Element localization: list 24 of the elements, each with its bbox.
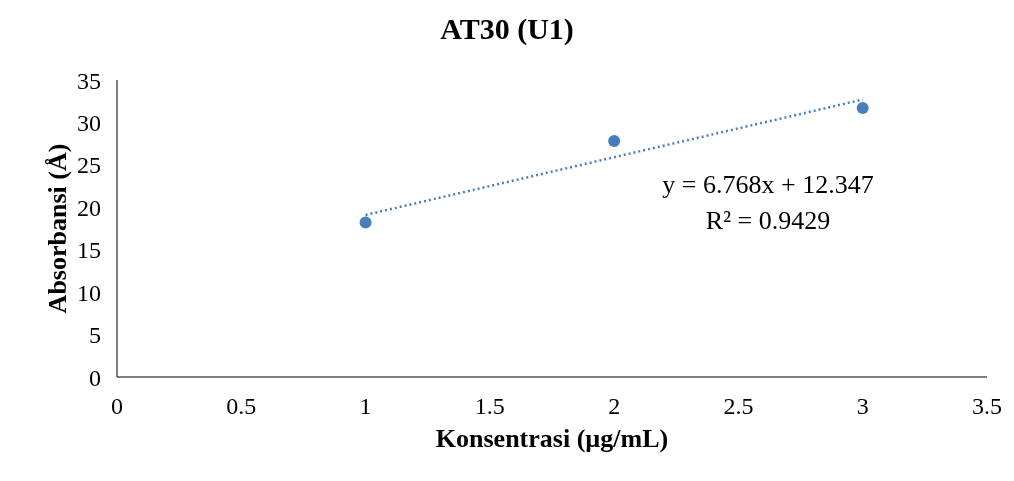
annotation: y = 6.768x + 12.347 bbox=[661, 170, 875, 200]
y-tick-label: 20 bbox=[77, 194, 101, 221]
x-tick-label: 2 bbox=[608, 393, 621, 420]
point bbox=[856, 102, 869, 114]
y-tick-label: 0 bbox=[89, 364, 101, 391]
x-tick-label: 1 bbox=[359, 393, 372, 420]
x-tick-label: 3 bbox=[856, 393, 869, 420]
x-tick-label: 0 bbox=[111, 393, 123, 420]
y-tick-label: 30 bbox=[77, 109, 101, 136]
x-tick-label: 0.5 bbox=[226, 393, 257, 420]
y-axis-title: Absorbansi (Å) bbox=[43, 143, 73, 314]
y-tick-label: 5 bbox=[89, 322, 101, 349]
y-tick-label: 35 bbox=[77, 67, 101, 94]
x-axis-title: Konsentrasi (µg/mL) bbox=[435, 424, 669, 453]
y-tick-label: 10 bbox=[77, 279, 101, 306]
point bbox=[359, 216, 372, 229]
x-tick-label: 3.5 bbox=[972, 393, 1002, 420]
x-tick-label: 2.5 bbox=[723, 393, 754, 420]
y-tick-label: 25 bbox=[77, 152, 101, 179]
point bbox=[608, 135, 621, 148]
annotation: R² = 0.9429 bbox=[704, 206, 832, 236]
chart-title: AT30 (U1) bbox=[439, 12, 575, 46]
x-tick-label: 1.5 bbox=[474, 393, 505, 420]
y-tick-label: 15 bbox=[77, 237, 101, 264]
